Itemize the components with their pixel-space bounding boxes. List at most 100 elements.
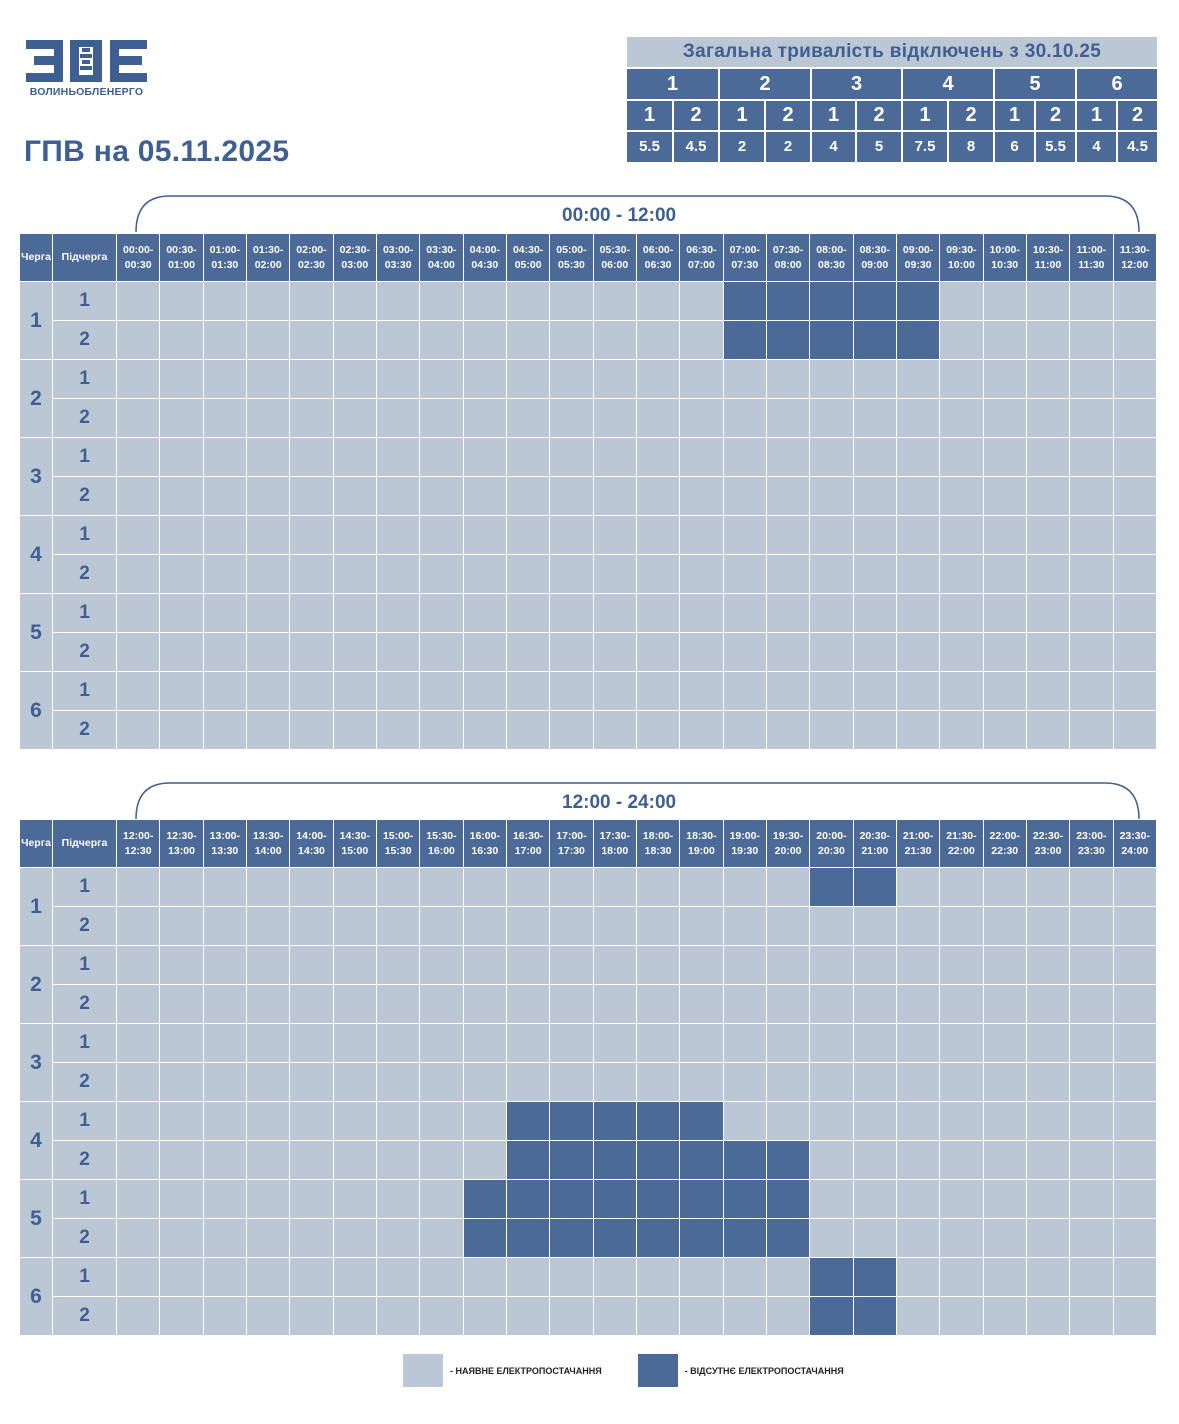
power-available-cell xyxy=(1025,515,1071,555)
power-available-cell xyxy=(375,1023,421,1063)
power-available-cell xyxy=(1112,515,1158,555)
power-available-cell xyxy=(939,281,984,321)
outage-cell xyxy=(635,1218,681,1258)
power-available-cell xyxy=(419,1257,464,1297)
power-available-cell xyxy=(375,320,421,360)
power-available-cell xyxy=(159,281,204,321)
power-available-cell xyxy=(462,710,507,750)
power-available-cell xyxy=(462,515,507,555)
power-available-cell xyxy=(245,710,291,750)
power-available-cell xyxy=(722,632,767,672)
power-available-cell xyxy=(1112,1101,1158,1141)
power-available-cell xyxy=(592,710,637,750)
power-available-cell xyxy=(679,281,724,321)
range-bracket-pm xyxy=(135,782,1140,820)
outage-cell xyxy=(809,320,854,360)
power-available-cell xyxy=(1112,1179,1158,1219)
subqueue-number: 2 xyxy=(52,710,117,750)
power-available-cell xyxy=(245,515,291,555)
time-slot-header: 07:00-07:30 xyxy=(722,233,767,282)
company-name: ВОЛИНЬОБЛЕНЕРГО xyxy=(29,86,144,98)
power-available-cell xyxy=(895,1179,941,1219)
subqueue-number: 1 xyxy=(52,1179,117,1219)
outage-cell xyxy=(679,1140,724,1180)
subqueue-number: 1 xyxy=(52,281,117,321)
power-available-cell xyxy=(722,1101,767,1141)
power-available-cell xyxy=(765,359,811,399)
power-available-cell xyxy=(245,554,291,594)
power-available-cell xyxy=(245,476,291,516)
power-available-cell xyxy=(375,945,421,985)
power-available-cell xyxy=(505,320,551,360)
power-available-cell xyxy=(115,593,161,633)
power-available-cell xyxy=(332,1218,377,1258)
power-available-cell xyxy=(592,906,637,946)
summary-subqueue-header: 2 xyxy=(1116,99,1157,130)
power-available-cell xyxy=(289,984,334,1024)
power-available-cell xyxy=(939,632,984,672)
power-available-cell xyxy=(1025,671,1071,711)
schedule-row: 2 xyxy=(20,984,1158,1024)
power-available-cell xyxy=(1112,671,1158,711)
time-slot-header: 02:30-03:00 xyxy=(332,233,377,282)
power-available-cell xyxy=(939,476,984,516)
power-available-cell xyxy=(1069,1218,1114,1258)
power-available-cell xyxy=(245,671,291,711)
power-available-cell xyxy=(1025,632,1071,672)
power-available-cell xyxy=(332,359,377,399)
power-available-cell xyxy=(245,1257,291,1297)
power-available-cell xyxy=(332,906,377,946)
time-slot-header: 06:00-06:30 xyxy=(635,233,681,282)
power-available-cell xyxy=(419,984,464,1024)
power-available-cell xyxy=(592,1023,637,1063)
power-available-cell xyxy=(202,593,247,633)
power-available-cell xyxy=(375,281,421,321)
subqueue-number: 1 xyxy=(52,359,117,399)
power-available-cell xyxy=(939,1179,984,1219)
power-available-cell xyxy=(332,1101,377,1141)
summary-queue-header: 2 xyxy=(718,67,810,99)
time-slot-header: 23:30-24:00 xyxy=(1112,819,1158,868)
power-available-cell xyxy=(159,1179,204,1219)
power-available-cell xyxy=(1069,1179,1114,1219)
power-available-cell xyxy=(765,632,811,672)
power-available-cell xyxy=(982,593,1027,633)
queue-number: 1 xyxy=(19,867,53,946)
subqueue-number: 1 xyxy=(52,1023,117,1063)
power-available-cell xyxy=(895,1257,941,1297)
time-slot-header: 05:30-06:00 xyxy=(592,233,637,282)
power-available-cell xyxy=(505,710,551,750)
power-available-cell xyxy=(722,906,767,946)
power-available-cell xyxy=(202,281,247,321)
power-available-cell xyxy=(159,1101,204,1141)
power-available-cell xyxy=(332,671,377,711)
time-slot-header: 05:00-05:30 xyxy=(549,233,594,282)
power-available-cell xyxy=(419,281,464,321)
power-available-cell xyxy=(592,984,637,1024)
power-available-cell xyxy=(332,398,377,438)
power-available-cell xyxy=(722,554,767,594)
time-slot-header: 01:00-01:30 xyxy=(202,233,247,282)
power-available-cell xyxy=(419,671,464,711)
power-available-cell xyxy=(895,554,941,594)
power-available-cell xyxy=(375,437,421,477)
time-slot-header: 04:00-04:30 xyxy=(462,233,507,282)
power-available-cell xyxy=(895,867,941,907)
subqueue-number: 2 xyxy=(52,1218,117,1258)
power-available-cell xyxy=(982,1140,1027,1180)
queue-number: 1 xyxy=(19,281,53,360)
power-available-cell xyxy=(549,437,594,477)
power-available-cell xyxy=(419,1062,464,1102)
power-available-cell xyxy=(679,476,724,516)
power-available-cell xyxy=(462,1296,507,1336)
schedule-row: 2 xyxy=(20,1218,1158,1258)
summary-duration-value: 4 xyxy=(810,130,855,162)
power-available-cell xyxy=(549,1296,594,1336)
subqueue-number: 1 xyxy=(52,593,117,633)
power-available-cell xyxy=(939,1218,984,1258)
subqueue-column-header: Підчерга xyxy=(52,819,117,868)
power-available-cell xyxy=(592,671,637,711)
power-available-cell xyxy=(809,437,854,477)
power-available-cell xyxy=(159,1257,204,1297)
power-available-cell xyxy=(852,359,897,399)
